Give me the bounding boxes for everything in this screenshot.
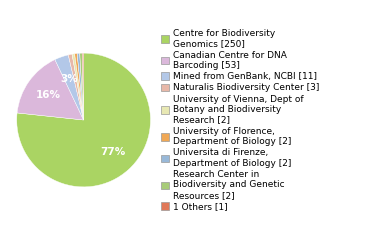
Legend: Centre for Biodiversity
Genomics [250], Canadian Centre for DNA
Barcoding [53], : Centre for Biodiversity Genomics [250], …	[161, 29, 319, 211]
Wedge shape	[17, 53, 150, 187]
Wedge shape	[55, 55, 84, 120]
Text: 16%: 16%	[36, 90, 61, 100]
Wedge shape	[77, 53, 84, 120]
Wedge shape	[74, 54, 84, 120]
Text: 3%: 3%	[60, 74, 78, 84]
Text: 77%: 77%	[100, 147, 125, 157]
Wedge shape	[17, 60, 84, 120]
Wedge shape	[72, 54, 84, 120]
Wedge shape	[68, 54, 84, 120]
Wedge shape	[80, 53, 84, 120]
Wedge shape	[82, 53, 84, 120]
